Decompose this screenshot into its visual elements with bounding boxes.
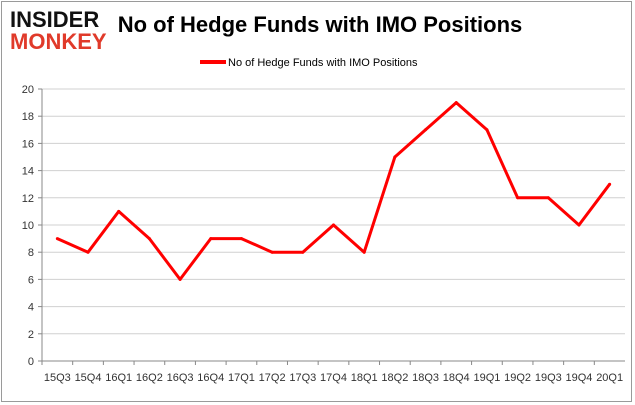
data-point [178,277,182,281]
x-tick-label: 18Q1 [351,372,378,384]
data-point [546,196,550,200]
logo-line2: MONKEY [10,29,107,54]
logo-line1: INSIDER [10,7,99,32]
y-tick-label: 6 [28,274,34,286]
chart-title: No of Hedge Funds with IMO Positions [118,12,523,37]
data-point [424,128,428,132]
x-tick-label: 15Q3 [44,372,71,384]
x-tick-label: 17Q2 [259,372,286,384]
y-tick-label: 12 [22,193,34,205]
y-tick-label: 14 [22,166,34,178]
x-tick-label: 19Q1 [473,372,500,384]
legend-label: No of Hedge Funds with IMO Positions [228,57,418,69]
x-tick-label: 18Q3 [412,372,439,384]
x-tick-label: 16Q2 [136,372,163,384]
x-tick-label: 19Q3 [535,372,562,384]
data-point [393,155,397,159]
y-tick-label: 0 [28,356,34,368]
data-point [117,209,121,213]
y-tick-label: 8 [28,247,34,259]
data-point [362,250,366,254]
legend: No of Hedge Funds with IMO Positions [200,57,418,69]
data-point [301,250,305,254]
x-tick-label: 18Q4 [443,372,470,384]
x-tick-label: 16Q4 [197,372,224,384]
x-tick-label: 19Q4 [566,372,593,384]
y-tick-label: 20 [22,84,34,96]
x-tick-label: 19Q2 [504,372,531,384]
x-tick-label: 16Q1 [105,372,132,384]
y-tick-label: 10 [22,220,34,232]
y-tick-label: 2 [28,329,34,341]
data-point [147,237,151,241]
data-point [516,196,520,200]
y-tick-label: 4 [28,302,34,314]
logo: INSIDER MONKEY [10,7,107,54]
x-tick-label: 17Q4 [320,372,347,384]
series-line [56,101,611,281]
x-tick-label: 17Q1 [228,372,255,384]
y-tick-label: 16 [22,138,34,150]
data-point [608,182,612,186]
data-point [270,250,274,254]
data-point [454,101,458,105]
data-point [239,237,243,241]
x-tick-label: 20Q1 [596,372,623,384]
data-point [55,237,59,241]
data-point [577,223,581,227]
data-point [86,250,90,254]
data-point [209,237,213,241]
y-tick-label: 18 [22,111,34,123]
x-tick-label: 18Q2 [381,372,408,384]
x-tick-label: 17Q3 [289,372,316,384]
x-tick-label: 16Q3 [167,372,194,384]
data-point [485,128,489,132]
data-point [332,223,335,227]
x-tick-label: 15Q4 [75,372,102,384]
